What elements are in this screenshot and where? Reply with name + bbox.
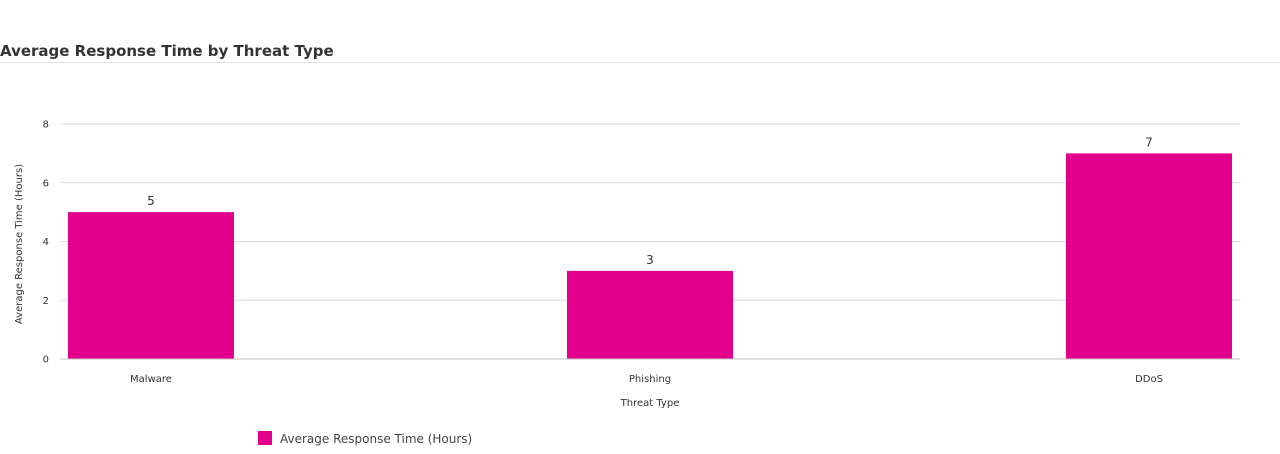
y-tick-label: 4 — [43, 237, 49, 248]
y-tick-label: 2 — [43, 296, 49, 307]
legend-label: Average Response Time (Hours) — [280, 432, 472, 446]
x-tick-label: Malware — [130, 374, 172, 385]
bar-chart: 0 2 4 6 8 5 3 7 Malware Phishing DDoS Threat Typ… — [14, 120, 1240, 446]
bars — [68, 153, 1232, 359]
data-label: 7 — [1145, 135, 1153, 149]
y-tick-label: 8 — [43, 120, 49, 131]
y-axis-title: Average Response Time (Hours) — [14, 164, 25, 324]
chart-title: Average Response Time by Threat Type — [0, 42, 334, 60]
bar-ddos[interactable] — [1066, 153, 1232, 359]
data-labels: 5 3 7 — [147, 135, 1153, 267]
bar-phishing[interactable] — [567, 270, 733, 359]
y-tick-label: 0 — [43, 355, 49, 366]
data-label: 3 — [646, 253, 654, 267]
y-tick-label: 6 — [43, 178, 49, 189]
y-axis-ticks: 0 2 4 6 8 — [43, 120, 49, 366]
x-axis-ticks: Malware Phishing DDoS — [60, 358, 1240, 385]
bar-malware[interactable] — [68, 212, 234, 359]
x-axis-title: Threat Type — [620, 398, 680, 409]
panel-header: Average Response Time by Threat Type — [0, 0, 1280, 63]
legend-swatch — [258, 431, 272, 445]
x-tick-label: DDoS — [1135, 374, 1163, 385]
x-tick-label: Phishing — [629, 374, 671, 385]
data-label: 5 — [147, 194, 155, 208]
legend[interactable]: Average Response Time (Hours) — [258, 431, 472, 446]
